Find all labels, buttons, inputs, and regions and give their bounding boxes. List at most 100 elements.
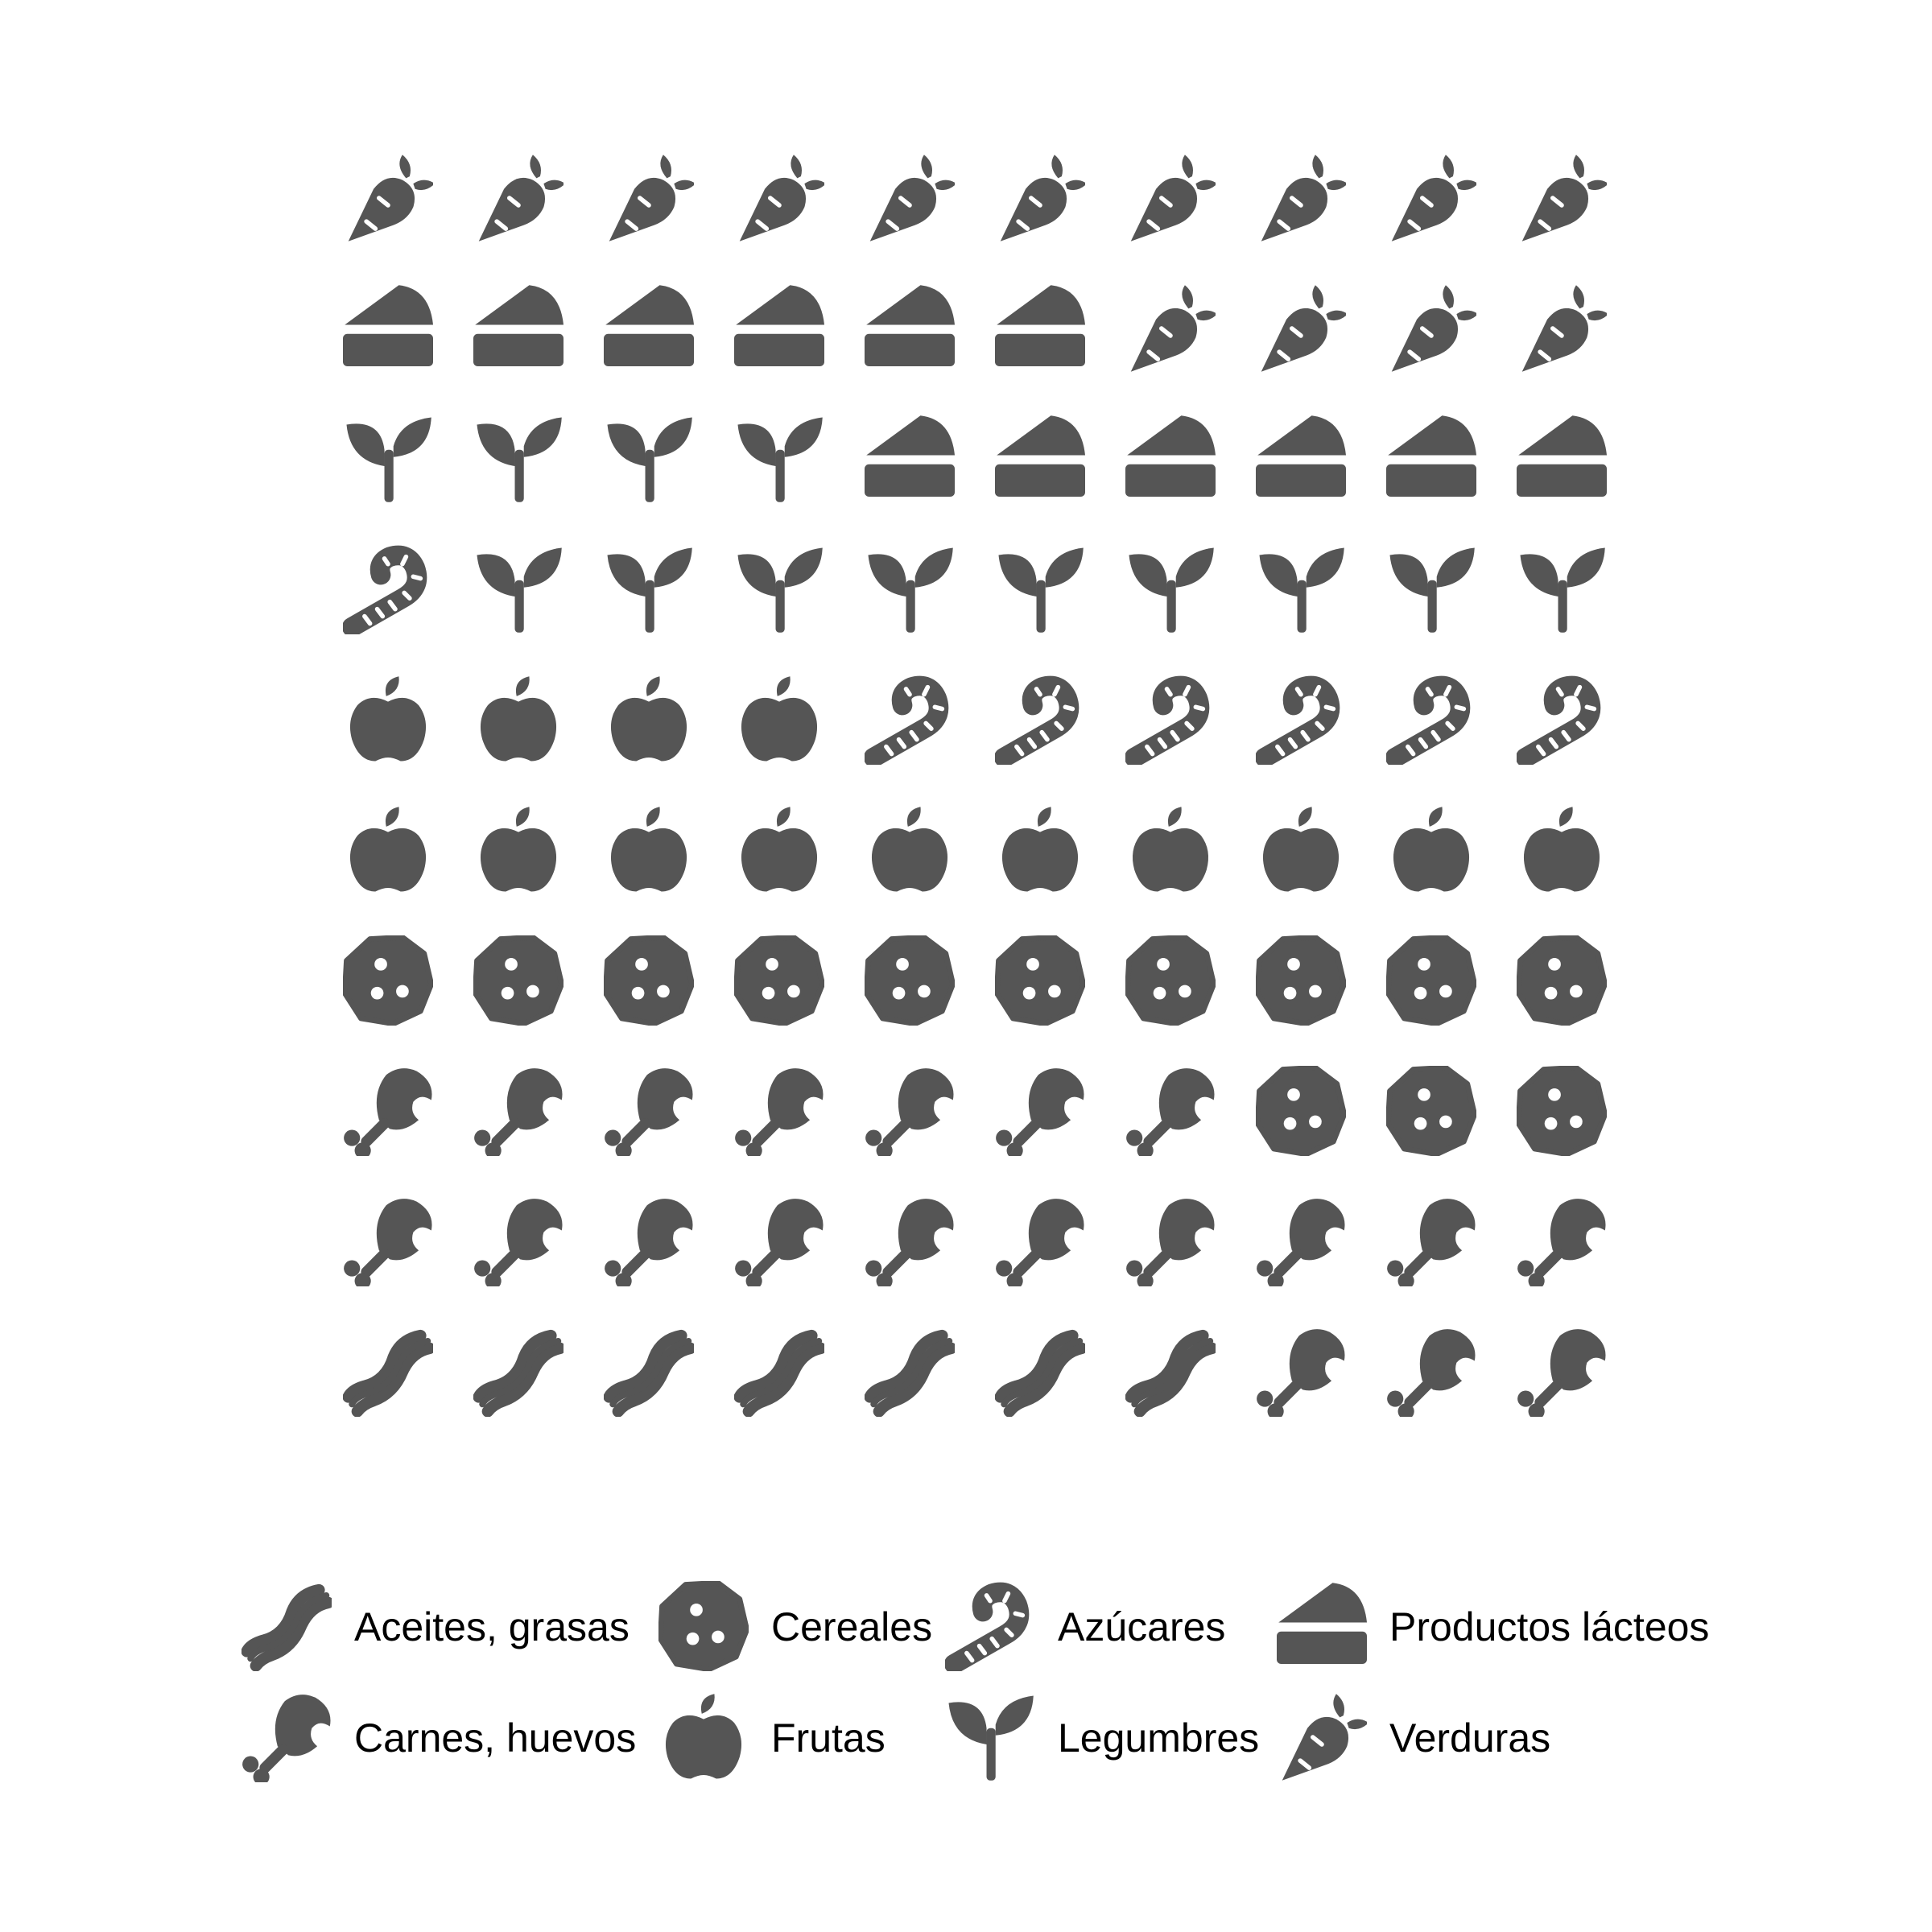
apple-waffle-icon	[1001, 807, 1079, 892]
bacon-waffle-icon	[609, 1335, 691, 1411]
legend-item-aceites: Aceites, grasas	[247, 1590, 630, 1666]
legend-item-azucares: Azúcares	[954, 1592, 1225, 1664]
cookie-waffle-icon	[1518, 1067, 1605, 1154]
legend-label-aceites: Aceites, grasas	[354, 1604, 630, 1649]
carrot-waffle-icon	[349, 155, 436, 242]
bacon-waffle-icon	[1001, 1335, 1082, 1411]
cookie-waffle-icon	[1257, 1067, 1344, 1154]
seedling-waffle-icon	[868, 547, 953, 633]
apple-waffle-icon	[1132, 807, 1209, 892]
drumstick-waffle-icon	[344, 1068, 431, 1158]
candy-cane-waffle-icon	[1265, 686, 1333, 758]
cheese-waffle-icon	[1517, 415, 1607, 497]
cookie-icon	[660, 1583, 747, 1670]
apple-waffle-icon	[1393, 807, 1470, 892]
drumstick-waffle-icon	[865, 1068, 953, 1158]
apple-waffle-icon	[349, 676, 427, 762]
cookie-waffle-icon	[605, 937, 692, 1024]
drumstick-waffle-icon	[474, 1068, 562, 1158]
drumstick-icon	[242, 1695, 330, 1785]
legend-label-lacteos: Productos lácteos	[1389, 1604, 1709, 1649]
legend-item-legumbres: Legumbres	[948, 1695, 1259, 1781]
carrot-waffle-icon	[1261, 285, 1348, 372]
candy-cane-waffle-icon	[352, 555, 420, 627]
seedling-waffle-icon	[1259, 547, 1344, 633]
apple-waffle-icon	[480, 676, 557, 762]
bacon-waffle-icon	[349, 1335, 430, 1411]
apple-waffle-icon	[871, 807, 948, 892]
waffle-grid	[343, 155, 1609, 1419]
legend-item-verduras: Verduras	[1282, 1694, 1550, 1781]
legend-label-verduras: Verduras	[1389, 1715, 1550, 1761]
drumstick-waffle-icon	[1517, 1199, 1605, 1289]
carrot-waffle-icon	[1131, 285, 1218, 372]
carrot-waffle-icon	[1001, 155, 1088, 242]
bacon-waffle-icon	[1131, 1335, 1212, 1411]
cheese-waffle-icon	[1386, 415, 1476, 497]
carrot-waffle-icon	[609, 155, 696, 242]
candy-cane-waffle-icon	[1395, 686, 1463, 758]
cheese-waffle-icon	[343, 285, 433, 367]
seedling-waffle-icon	[998, 547, 1084, 633]
drumstick-waffle-icon	[865, 1199, 953, 1289]
bacon-waffle-icon	[870, 1335, 952, 1411]
cookie-waffle-icon	[1518, 937, 1605, 1024]
candy-cane-waffle-icon	[873, 686, 942, 758]
drumstick-waffle-icon	[605, 1199, 692, 1289]
apple-icon	[665, 1694, 742, 1779]
candy-cane-icon	[954, 1592, 1022, 1664]
cookie-waffle-icon	[1127, 937, 1214, 1024]
seedling-waffle-icon	[607, 417, 692, 502]
candy-cane-waffle-icon	[1004, 686, 1072, 758]
cookie-waffle-icon	[1388, 937, 1475, 1024]
candy-cane-waffle-icon	[1134, 686, 1203, 758]
carrot-waffle-icon	[1392, 285, 1479, 372]
legend-label-carnes: Carnes, huevos	[354, 1715, 636, 1761]
bacon-waffle-icon	[479, 1335, 560, 1411]
seedling-waffle-icon	[477, 547, 562, 633]
candy-cane-waffle-icon	[1525, 686, 1594, 758]
seedling-waffle-icon	[346, 417, 431, 502]
carrot-waffle-icon	[870, 155, 957, 242]
apple-waffle-icon	[1262, 807, 1340, 892]
drumstick-waffle-icon	[735, 1068, 823, 1158]
legend-label-legumbres: Legumbres	[1058, 1715, 1259, 1761]
legend-label-cereales: Cereales	[771, 1604, 932, 1649]
carrot-waffle-icon	[1392, 155, 1479, 242]
cheese-waffle-icon	[865, 415, 955, 497]
apple-waffle-icon	[1523, 807, 1600, 892]
legend-label-frutas: Frutas	[771, 1715, 886, 1761]
apple-waffle-icon	[610, 807, 687, 892]
drumstick-waffle-icon	[735, 1199, 823, 1289]
cookie-waffle-icon	[866, 937, 953, 1024]
carrot-waffle-icon	[1522, 285, 1609, 372]
cheese-waffle-icon	[734, 285, 824, 367]
legend-item-cereales: Cereales	[660, 1583, 932, 1670]
cheese-waffle-icon	[1256, 415, 1346, 497]
cheese-waffle-icon	[995, 285, 1085, 367]
seedling-waffle-icon	[1129, 547, 1214, 633]
legend: Aceites, grasas Cereales Azúcares Productos…	[242, 1583, 1709, 1785]
cookie-waffle-icon	[1257, 937, 1344, 1024]
apple-waffle-icon	[349, 807, 427, 892]
carrot-waffle-icon	[479, 155, 566, 242]
cheese-icon	[1277, 1583, 1367, 1665]
apple-waffle-icon	[741, 807, 818, 892]
seedling-waffle-icon	[737, 417, 823, 502]
drumstick-waffle-icon	[344, 1199, 431, 1289]
drumstick-waffle-icon	[996, 1068, 1084, 1158]
cookie-waffle-icon	[997, 937, 1084, 1024]
drumstick-waffle-icon	[1387, 1329, 1475, 1419]
seedling-waffle-icon	[477, 417, 562, 502]
drumstick-waffle-icon	[474, 1199, 562, 1289]
cheese-waffle-icon	[473, 285, 564, 367]
cheese-waffle-icon	[1125, 415, 1216, 497]
legend-item-frutas: Frutas	[665, 1694, 886, 1779]
cheese-waffle-icon	[865, 285, 955, 367]
cookie-waffle-icon	[475, 937, 562, 1024]
drumstick-waffle-icon	[1126, 1199, 1214, 1289]
seedling-waffle-icon	[607, 547, 692, 633]
carrot-waffle-icon	[740, 155, 827, 242]
drumstick-waffle-icon	[605, 1068, 692, 1158]
